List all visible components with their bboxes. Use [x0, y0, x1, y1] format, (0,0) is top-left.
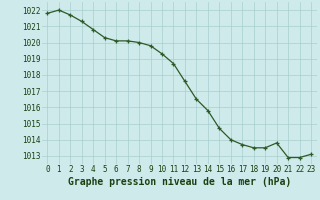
X-axis label: Graphe pression niveau de la mer (hPa): Graphe pression niveau de la mer (hPa) [68, 177, 291, 187]
